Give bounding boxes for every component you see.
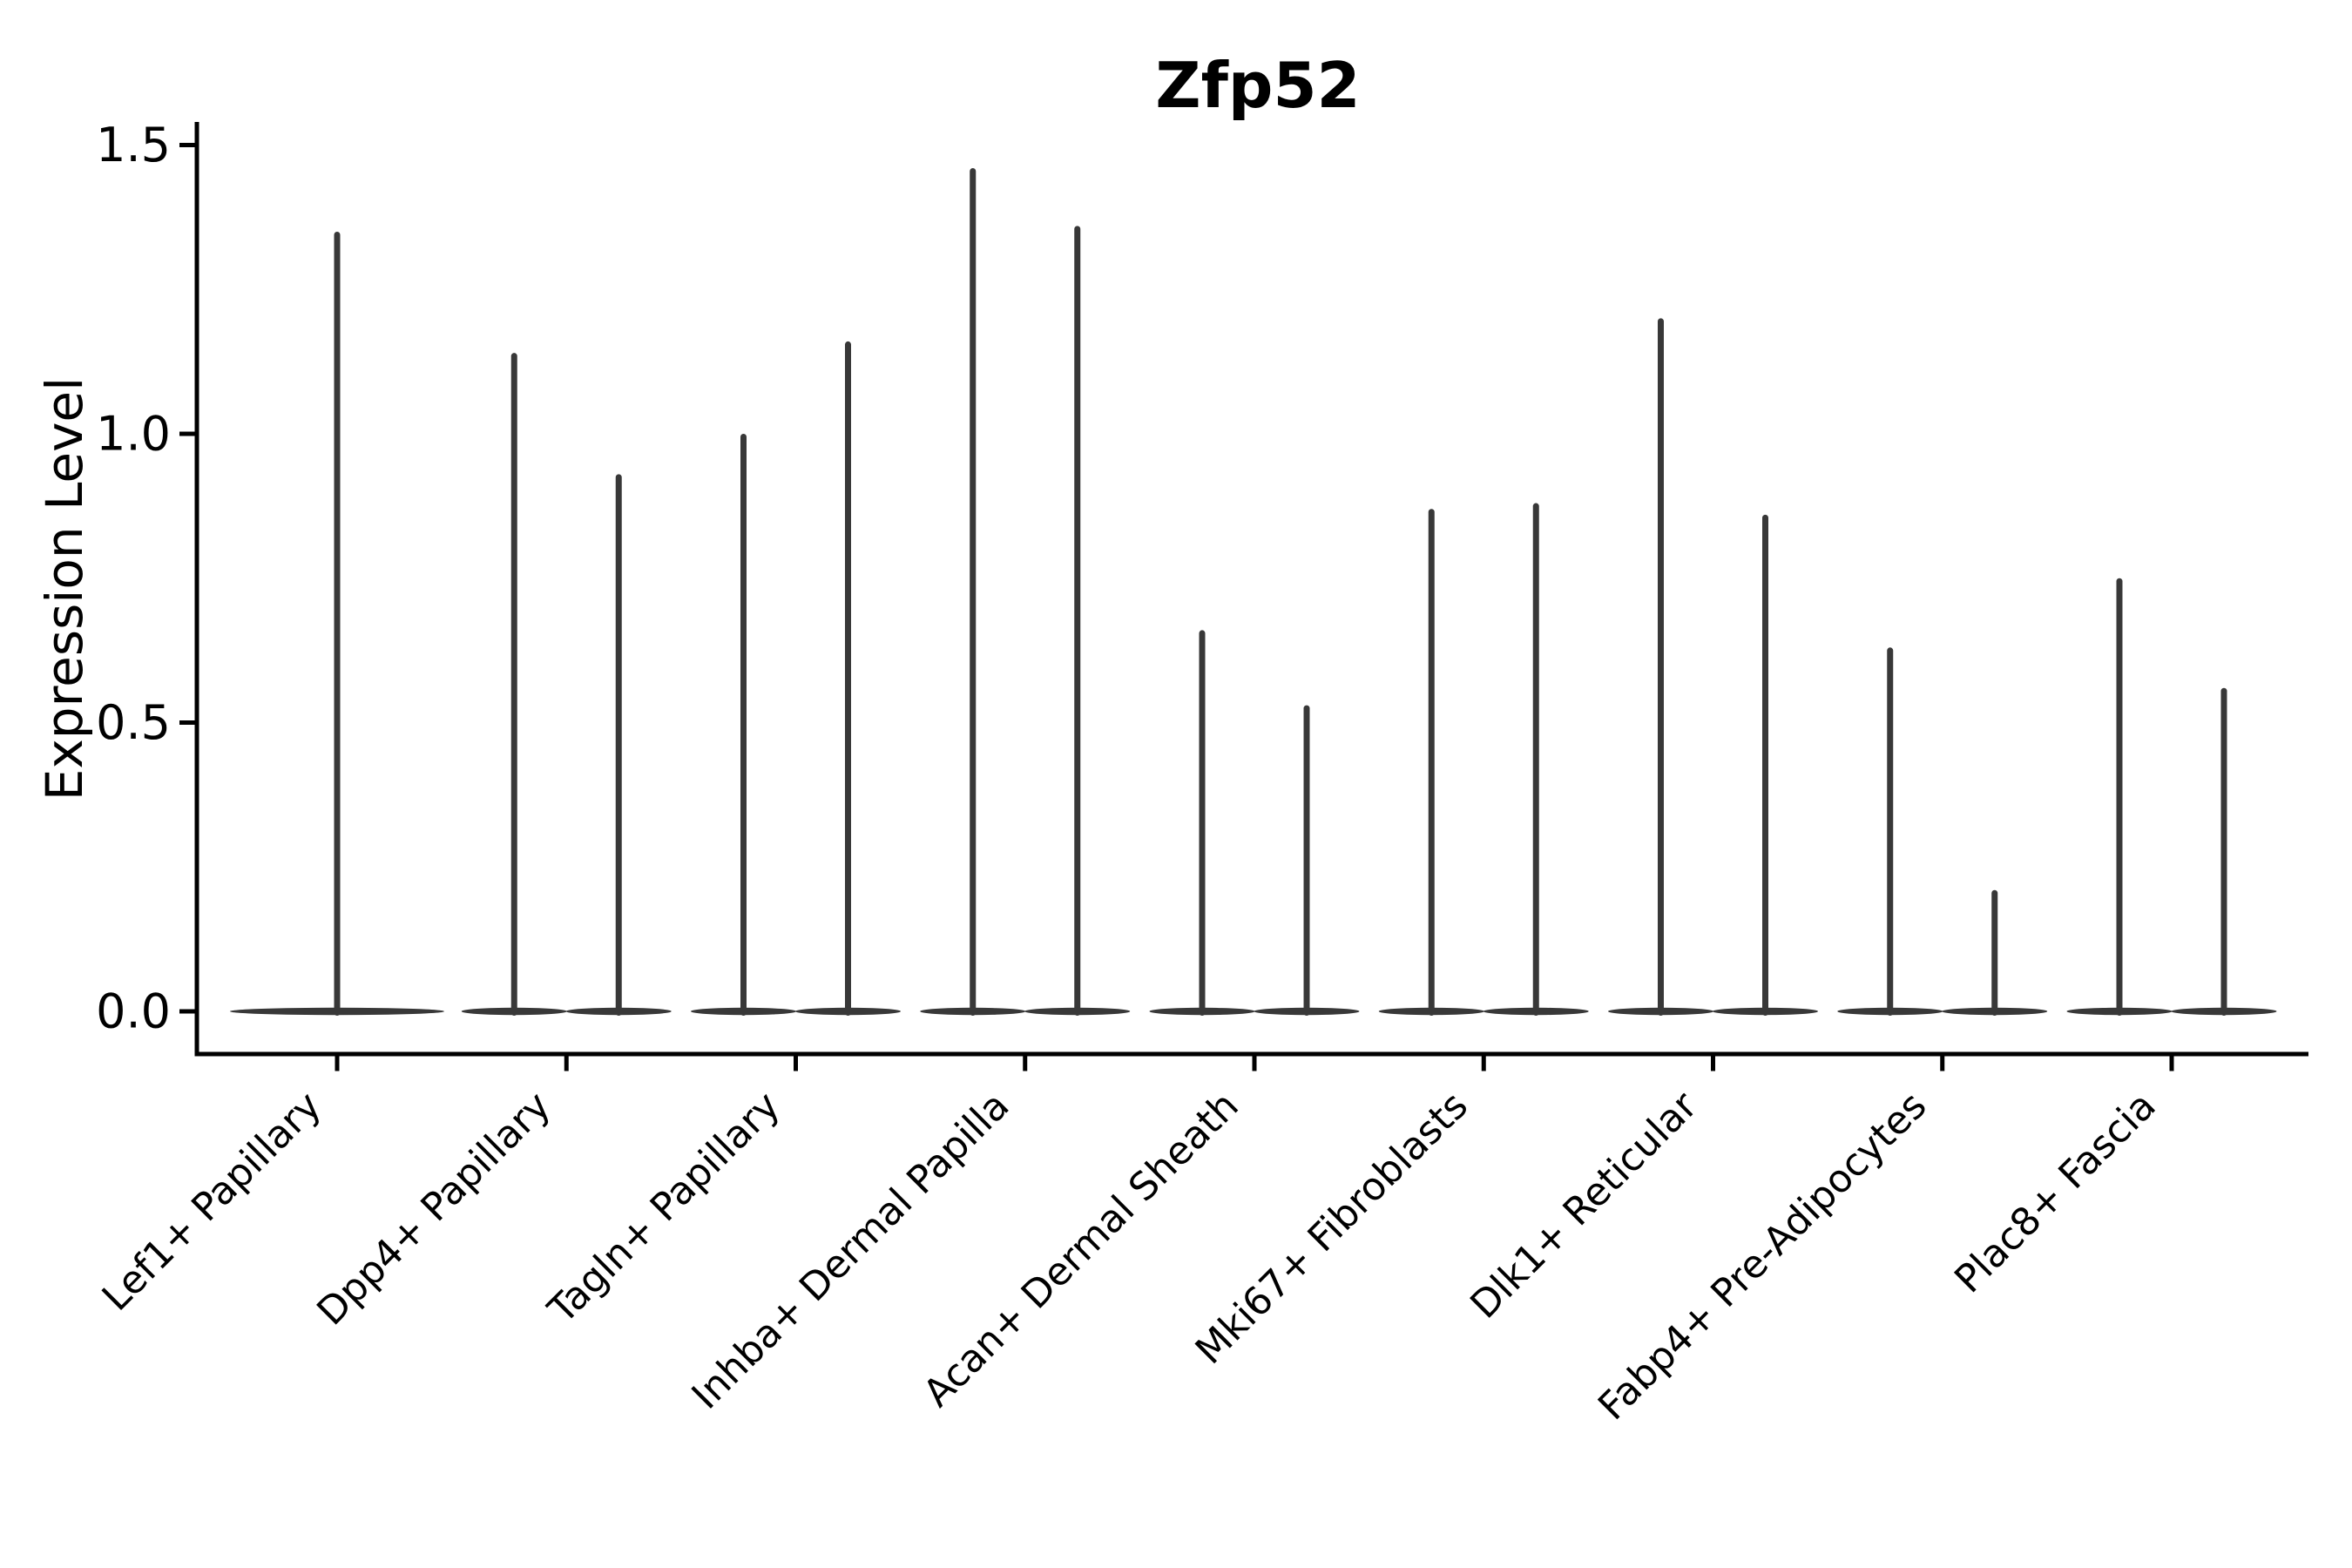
x-tick-label: Dpp4+ Papillary — [308, 1084, 559, 1335]
y-tick-label: 0.5 — [96, 695, 171, 750]
x-tick-label: Lef1+ Papillary — [94, 1084, 330, 1320]
y-tick-label: 1.0 — [96, 407, 171, 462]
x-tick-label: Tagln+ Papillary — [539, 1084, 788, 1333]
y-tick-label: 0.0 — [96, 984, 171, 1039]
x-tick-label: Dlk1+ Reticular — [1462, 1083, 1707, 1328]
chart-title: Zfp52 — [1155, 49, 1361, 122]
y-tick-label: 1.5 — [96, 118, 171, 172]
x-tick-label: Plac8+ Fascia — [1946, 1084, 2165, 1302]
